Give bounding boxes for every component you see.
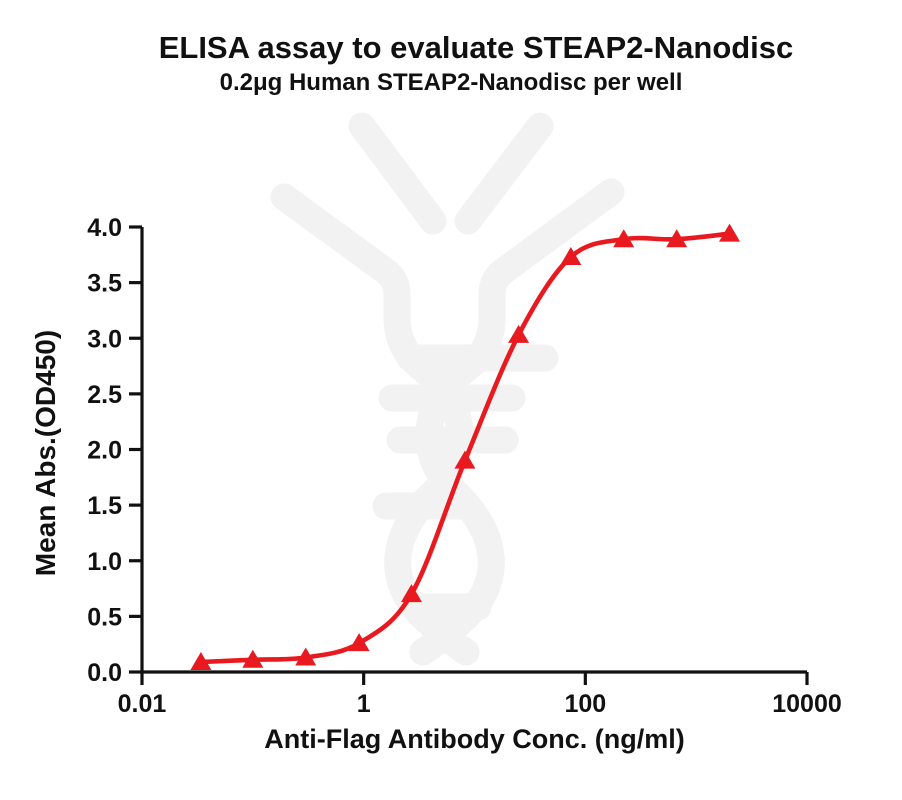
data-point-marker	[400, 584, 422, 603]
data-point-marker	[295, 647, 317, 666]
chart-title: ELISA assay to evaluate STEAP2-Nanodisc	[158, 30, 794, 65]
data-point-marker	[560, 247, 582, 266]
data-point-marker	[666, 229, 688, 248]
data-point-marker	[454, 450, 476, 469]
data-point-marker	[190, 651, 212, 670]
data-point-marker	[242, 649, 264, 668]
y-tick-label: 3.5	[87, 270, 122, 298]
y-tick-label: 2.0	[87, 437, 122, 465]
x-axis-title: Anti-Flag Antibody Conc. (ng/ml)	[264, 724, 685, 754]
y-tick-label: 2.5	[87, 381, 122, 409]
chart-subtitle: 0.2μg Human STEAP2-Nanodisc per well	[219, 69, 683, 96]
x-tick-label: 100	[564, 690, 606, 718]
y-tick-label: 0.0	[87, 659, 122, 687]
data-point-marker	[719, 223, 741, 242]
dose-response-curve	[198, 231, 732, 665]
y-tick-label: 3.0	[87, 325, 122, 353]
data-point-marker	[613, 229, 635, 248]
x-tick-label: 10000	[772, 690, 842, 718]
data-point-marker	[508, 324, 530, 343]
y-tick-label: 4.0	[87, 214, 122, 242]
x-tick-label: 0.01	[118, 690, 167, 718]
x-tick-label: 1	[357, 690, 371, 718]
y-tick-label: 1.5	[87, 492, 122, 520]
y-tick-label: 1.0	[87, 548, 122, 576]
y-tick-label: 0.5	[87, 603, 122, 631]
data-point-marker	[348, 633, 370, 652]
